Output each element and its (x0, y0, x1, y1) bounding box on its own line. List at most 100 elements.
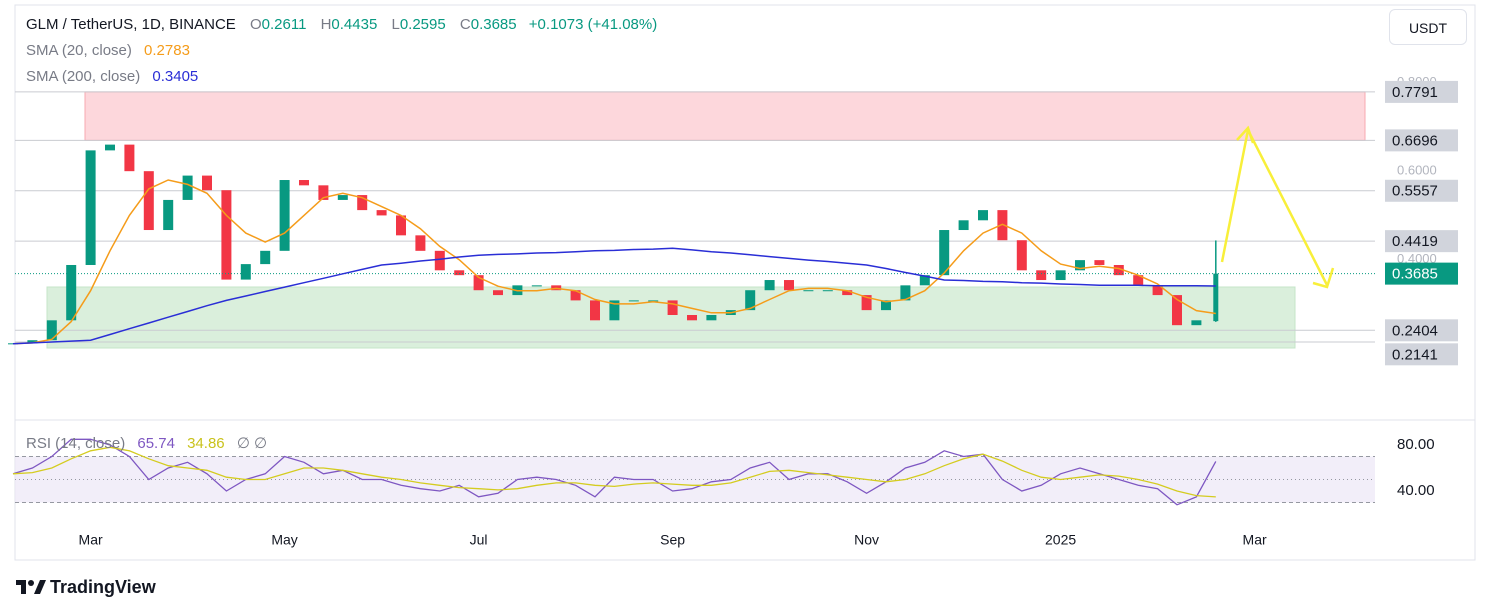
level-label-box (1385, 319, 1458, 342)
brand-logo (16, 580, 46, 594)
sma-line (12, 179, 1216, 345)
candle-body (570, 290, 581, 301)
candle-body (163, 199, 174, 231)
candle-body (978, 210, 988, 221)
rsi-tick-label: 80.00 (1397, 436, 1435, 453)
candle-body (803, 290, 814, 292)
candle-body (8, 343, 18, 345)
candle-body (1016, 240, 1027, 271)
candle-body (706, 315, 717, 321)
candle-body (609, 300, 620, 321)
candle-body (493, 290, 503, 296)
candle-body (260, 250, 271, 265)
x-tick-label: Mar (1243, 532, 1267, 548)
candle-body (182, 175, 193, 200)
indicator-value: 0.2783 (144, 42, 190, 59)
candle-body (66, 264, 77, 321)
candle-body (279, 180, 290, 251)
arrow-head (1312, 267, 1335, 289)
level-label-box (1385, 129, 1458, 152)
level-label: 0.4419 (1392, 233, 1438, 250)
indicator-value: 0.3405 (152, 68, 199, 85)
indicator-extra: ∅ ∅ (236, 435, 268, 452)
candle-body (842, 290, 853, 296)
candle-body (1213, 273, 1219, 322)
candle-body (1055, 270, 1066, 281)
candle-body (1172, 295, 1182, 326)
candle-body (648, 300, 659, 302)
y-tick-label: 0.4000 (1397, 251, 1437, 266)
level-label: 0.7791 (1392, 84, 1438, 101)
currency-button[interactable]: USDT (1389, 9, 1467, 45)
ohlc-key: C (459, 16, 471, 33)
candle-body (764, 280, 775, 291)
ohlc-value: 0.3685 (470, 16, 517, 33)
candle-body (473, 275, 484, 291)
candle-body (531, 285, 542, 287)
candle-body (396, 215, 406, 236)
candle-body (376, 210, 387, 216)
level-label: 0.2141 (1392, 346, 1438, 363)
ohlc-value: 0.4435 (331, 16, 378, 33)
indicator-name: SMA (200, close) (26, 68, 141, 85)
x-tick-label: 2025 (1045, 532, 1076, 548)
candle-body (415, 235, 426, 251)
candle-body (202, 175, 212, 191)
x-tick-label: Jul (470, 532, 488, 548)
candle-body (1094, 260, 1105, 265)
candle-body (337, 195, 348, 200)
brand-name: TradingView (50, 577, 156, 597)
header-line: GLM / TetherUS, 1D, BINANCE O0.2611 H0.4… (26, 16, 661, 33)
x-tick-label: May (271, 532, 297, 548)
candle-body (822, 290, 833, 292)
ohlc-key: L (391, 16, 400, 33)
candle-body (919, 275, 930, 286)
candle-body (1191, 320, 1202, 326)
ohlc-key: H (320, 16, 332, 33)
candle-body (939, 230, 950, 276)
indicator-name: SMA (20, close) (26, 42, 132, 59)
candle-body (1036, 270, 1047, 281)
rsi-legend: RSI (14, close) 65.74 34.86 ∅ ∅ (26, 434, 271, 452)
candle-body (958, 220, 969, 231)
candle-body (85, 150, 96, 265)
rsi-line (12, 446, 1216, 498)
candle-body (628, 300, 639, 302)
candle-body (745, 290, 756, 311)
level-label-box (1385, 80, 1458, 103)
arrow-head (1236, 125, 1255, 144)
candle-body (318, 185, 329, 200)
resistance-zone (84, 91, 1366, 141)
rsi-line (12, 438, 1217, 506)
candle-body (46, 320, 57, 341)
candle-body (1075, 260, 1085, 271)
candle-body (27, 340, 38, 344)
forecast-arrows (1220, 125, 1335, 289)
level-label: 0.2404 (1392, 322, 1438, 339)
ohlc-key: O (249, 16, 262, 33)
candle-body (1152, 285, 1163, 296)
rsi-tick-label: 40.00 (1397, 482, 1435, 499)
candle-body (900, 285, 911, 301)
candle-body (105, 144, 115, 151)
candle-body (1113, 264, 1124, 276)
candle-body (143, 171, 154, 231)
x-tick-label: Sep (660, 532, 685, 548)
x-tick-label: Mar (79, 532, 103, 548)
price-change: +0.1073 (+41.08%) (528, 16, 658, 33)
level-label-box (1385, 179, 1458, 202)
indicator-legend: SMA (200, close) 0.3405 (26, 68, 202, 85)
candle-body (881, 300, 891, 311)
level-label: 0.6696 (1392, 132, 1438, 149)
symbol-title: GLM / TetherUS, 1D, BINANCE (26, 16, 236, 33)
candle-body (454, 270, 465, 276)
sma-line (12, 247, 1216, 345)
candle-body (434, 250, 445, 271)
ohlc-value: 0.2595 (399, 16, 446, 33)
indicator-name: RSI (14, close) (26, 435, 126, 452)
candle-body (221, 190, 232, 280)
ohlc-value: 0.2611 (261, 16, 307, 33)
indicator-value: 65.74 (137, 435, 175, 452)
arrow-path (1220, 126, 1329, 286)
